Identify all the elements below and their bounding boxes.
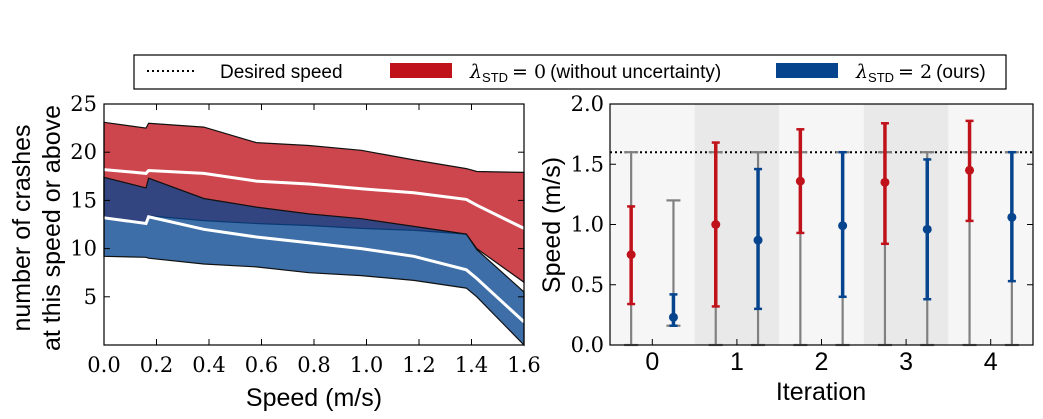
x-tick-label: 3 bbox=[899, 348, 913, 376]
iteration-band bbox=[779, 104, 864, 345]
speed-ticks: 0 1 2 3 4 0.0 0.5 1.0 1.5 2.0 bbox=[571, 92, 1033, 376]
mean-point bbox=[753, 235, 763, 245]
mean-point bbox=[922, 224, 932, 234]
crashes-ylabel-line2: at this speed or above bbox=[38, 105, 66, 351]
mean-point bbox=[711, 220, 721, 229]
y-tick-label: 1.5 bbox=[571, 152, 604, 176]
x-tick-label: 1.2 bbox=[402, 353, 435, 377]
mean-point bbox=[838, 221, 848, 231]
speed-plot-area bbox=[610, 104, 1033, 347]
x-tick-label: 0 bbox=[645, 348, 659, 376]
x-tick-label: 0.0 bbox=[87, 353, 120, 377]
y-tick-label: 0.0 bbox=[571, 333, 604, 357]
legend-frame bbox=[133, 54, 1007, 90]
x-tick-label: 2 bbox=[815, 348, 829, 376]
x-tick-label: 0.8 bbox=[297, 353, 330, 377]
y-tick-label: 1.0 bbox=[571, 213, 604, 237]
x-tick-label: 0.6 bbox=[245, 353, 278, 377]
y-tick-label: 0.5 bbox=[571, 273, 604, 297]
speed-xlabel: Iteration bbox=[776, 378, 866, 406]
crashes-ticks: 0.0 0.2 0.4 0.6 0.8 1.0 1.2 1.4 1.6 5 10 15 20 25 bbox=[70, 92, 540, 377]
y-tick-label: 15 bbox=[70, 188, 97, 212]
legend: Desired speed λSTD = 0 (without uncertaint… bbox=[133, 54, 1007, 90]
x-tick-label: 1 bbox=[730, 348, 744, 376]
iteration-band bbox=[694, 104, 780, 345]
x-tick-label: 1.4 bbox=[455, 353, 488, 377]
iteration-band bbox=[610, 104, 695, 345]
x-tick-label: 1.6 bbox=[507, 353, 540, 377]
legend-blue-label: λSTD = 2 (ours) bbox=[855, 61, 986, 85]
crashes-ylabel-line1: number of crashes bbox=[8, 124, 36, 331]
iteration-band bbox=[863, 104, 949, 345]
mean-line-series-1 bbox=[103, 168, 525, 230]
y-tick-label: 2.0 bbox=[571, 92, 604, 116]
iteration-band bbox=[948, 104, 1033, 345]
crashes-xlabel: Speed (m/s) bbox=[246, 384, 382, 412]
mean-point bbox=[965, 165, 975, 175]
legend-red-swatch bbox=[390, 63, 452, 78]
x-tick-label: 0.2 bbox=[140, 353, 173, 377]
x-tick-label: 4 bbox=[984, 348, 998, 376]
mean-line-series-2 bbox=[103, 215, 526, 324]
y-tick-label: 20 bbox=[70, 140, 97, 164]
mean-point bbox=[880, 177, 890, 187]
mean-point bbox=[668, 312, 678, 322]
mean-point bbox=[626, 250, 636, 260]
x-tick-label: 1.0 bbox=[350, 353, 383, 377]
y-tick-label: 25 bbox=[70, 92, 97, 116]
legend-desired-speed-label: Desired speed bbox=[220, 62, 343, 83]
y-tick-label: 10 bbox=[70, 237, 97, 261]
crashes-chart: 0.0 0.2 0.4 0.6 0.8 1.0 1.2 1.4 1.6 5 10 15 20 25 Spe… bbox=[8, 92, 541, 412]
crashes-plot-area bbox=[103, 121, 526, 347]
legend-red-label: λSTD = 0 (without uncertainty) bbox=[469, 61, 721, 85]
speed-ylabel: Speed (m/s) bbox=[538, 157, 566, 293]
mean-point bbox=[1007, 212, 1017, 222]
mean-point bbox=[795, 176, 805, 186]
speed-chart: 0 1 2 3 4 0.0 0.5 1.0 1.5 2.0 Iteration Speed (m/… bbox=[538, 92, 1034, 406]
legend-blue-swatch bbox=[776, 63, 838, 78]
x-tick-label: 0.4 bbox=[192, 353, 225, 377]
y-tick-label: 5 bbox=[84, 285, 97, 309]
